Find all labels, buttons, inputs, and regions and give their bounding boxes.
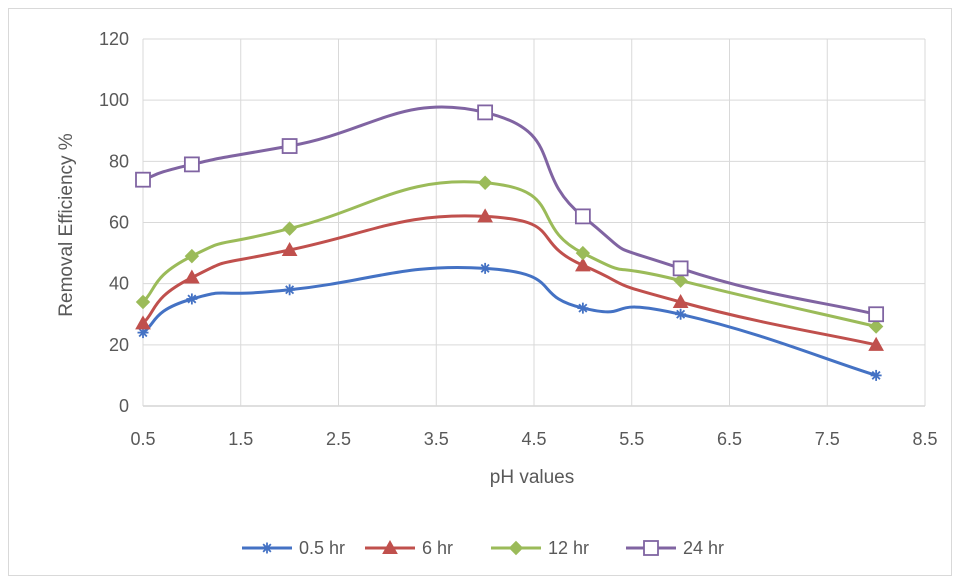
x-axis-title: pH values <box>490 467 575 488</box>
series-0-5-hr <box>137 262 882 381</box>
legend-marker <box>382 539 398 554</box>
legend-item: 6 hr <box>365 538 453 558</box>
data-point <box>868 319 884 334</box>
legend-item: 0.5 hr <box>242 538 345 558</box>
y-tick-label: 60 <box>109 213 129 233</box>
series-line <box>141 214 878 347</box>
x-tick-label: 1.5 <box>228 429 253 449</box>
chart-area: 0 20 40 60 80 100 120 0.5 1.5 2.5 3.5 4.5 5.5 6.5 7.5 8… <box>8 8 952 576</box>
x-tick-label: 7.5 <box>815 429 840 449</box>
x-tick-label: 5.5 <box>619 429 644 449</box>
x-tick-label: 3.5 <box>424 429 449 449</box>
legend-label: 12 hr <box>548 538 589 558</box>
series-line <box>141 105 878 316</box>
data-point <box>870 369 882 381</box>
data-point <box>575 257 591 272</box>
data-point <box>868 336 884 351</box>
data-point <box>183 156 200 173</box>
data-point <box>281 138 298 154</box>
legend: 0.5 hr 6 hr 12 hr 24 hr <box>242 538 724 558</box>
data-point <box>868 306 885 323</box>
y-tick-label: 100 <box>99 90 129 110</box>
series-group <box>135 104 885 381</box>
data-point <box>282 221 297 236</box>
data-point <box>184 269 200 284</box>
x-tick-label: 2.5 <box>326 429 351 449</box>
legend-marker <box>643 540 659 556</box>
data-point <box>477 175 493 190</box>
series-line <box>141 265 878 377</box>
y-tick-label: 0 <box>119 396 129 416</box>
data-point <box>574 208 591 225</box>
data-point <box>477 104 494 121</box>
x-tick-label: 0.5 <box>130 429 155 449</box>
data-point <box>135 171 151 188</box>
data-point <box>672 260 689 277</box>
series-line <box>141 180 878 328</box>
data-point <box>281 242 298 257</box>
x-tick-label: 6.5 <box>717 429 742 449</box>
data-point <box>673 273 688 288</box>
x-tick-label: 4.5 <box>521 429 546 449</box>
y-tick-label: 40 <box>109 274 129 294</box>
series-12-hr <box>135 175 884 334</box>
data-point <box>184 248 200 264</box>
data-point <box>284 284 296 296</box>
legend-item: 12 hr <box>491 538 589 558</box>
data-point <box>577 302 589 314</box>
data-point <box>477 208 493 223</box>
data-point <box>675 308 687 320</box>
legend-item: 24 hr <box>626 538 724 558</box>
legend-marker <box>261 542 273 554</box>
x-tick-label: 8.5 <box>912 429 937 449</box>
data-point <box>575 245 591 261</box>
series-24-hr <box>135 104 885 323</box>
legend-marker <box>508 540 524 556</box>
data-point <box>135 315 151 330</box>
data-point <box>479 262 491 274</box>
legend-label: 6 hr <box>422 538 453 558</box>
axes: 0 20 40 60 80 100 120 0.5 1.5 2.5 3.5 4.5 5.5 6.5 7.5 8… <box>99 29 938 449</box>
y-tick-label: 80 <box>109 151 129 171</box>
gridlines <box>142 38 926 407</box>
y-tick-label: 20 <box>109 335 129 355</box>
data-point <box>135 294 151 310</box>
data-point <box>672 293 689 309</box>
legend-label: 24 hr <box>683 538 724 558</box>
y-tick-label: 120 <box>99 29 129 49</box>
series-6-hr <box>135 208 884 351</box>
y-axis-title: Removal Efficiency % <box>56 133 77 316</box>
data-point <box>186 293 198 305</box>
legend-label: 0.5 hr <box>299 538 345 558</box>
line-chart: 0 20 40 60 80 100 120 0.5 1.5 2.5 3.5 4.5 5.5 6.5 7.5 8… <box>56 29 938 558</box>
